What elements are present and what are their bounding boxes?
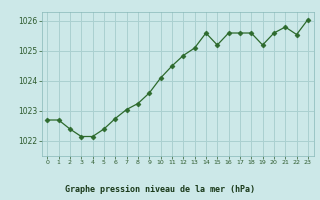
Text: Graphe pression niveau de la mer (hPa): Graphe pression niveau de la mer (hPa)	[65, 186, 255, 194]
